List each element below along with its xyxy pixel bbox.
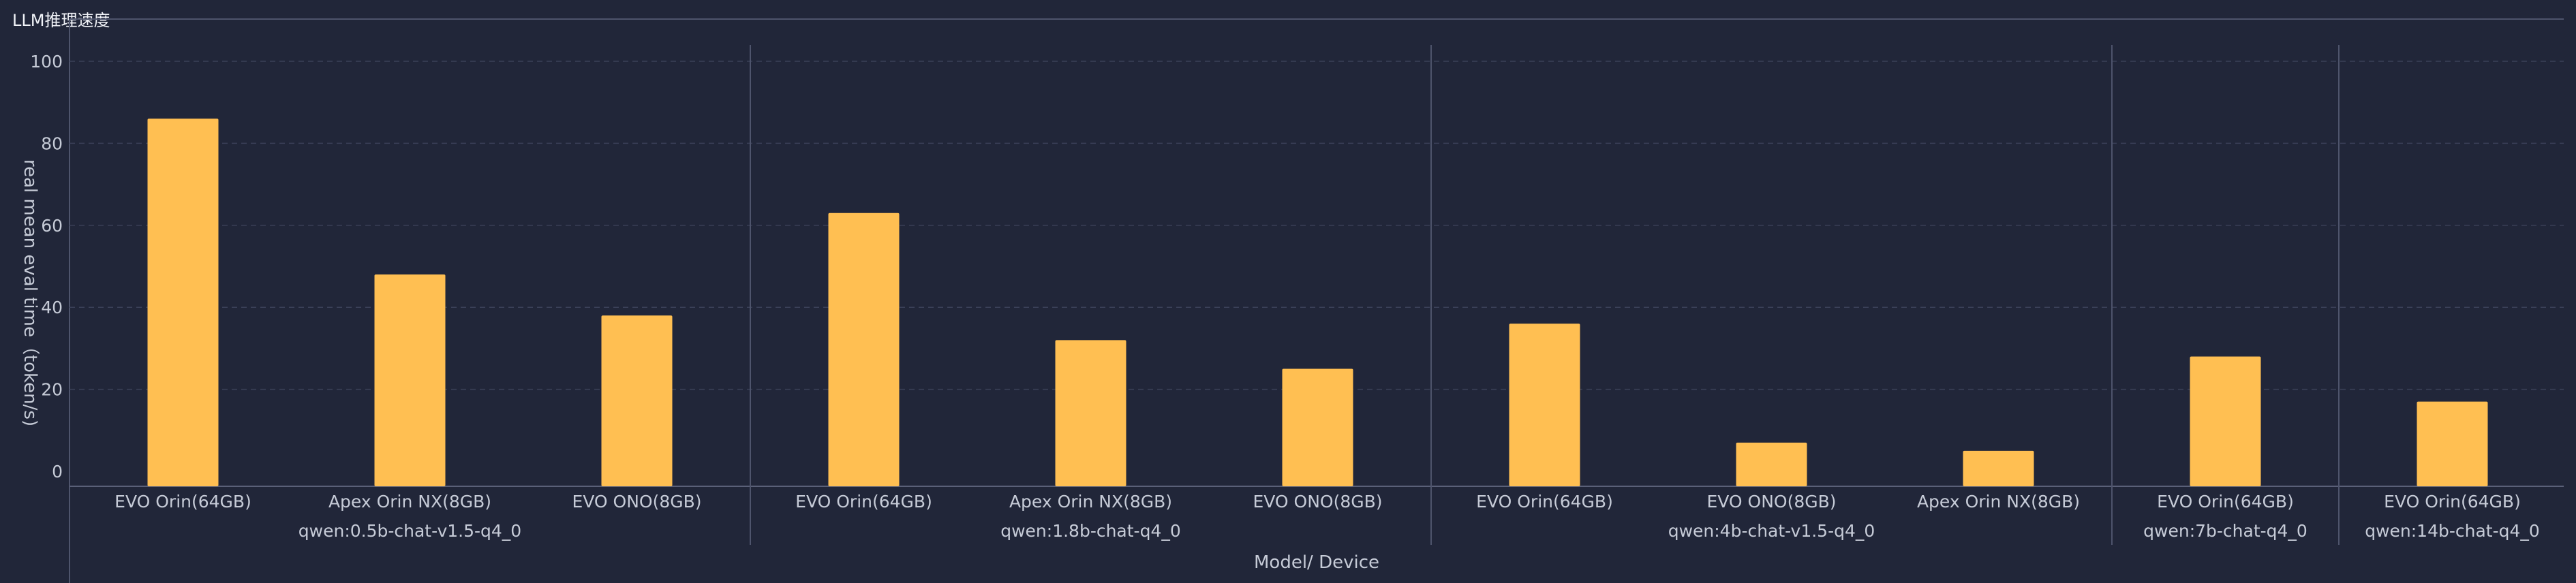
- bar: [1736, 442, 1807, 486]
- bar: [828, 212, 900, 486]
- y-tick-label: 100: [30, 52, 63, 72]
- bar: [147, 119, 219, 486]
- y-tick-label: 20: [41, 380, 63, 400]
- group-label: qwen:7b-chat-q4_0: [2143, 521, 2307, 541]
- x-tick-label: EVO ONO(8GB): [572, 492, 701, 511]
- x-tick-label: EVO ONO(8GB): [1253, 492, 1382, 511]
- bar: [601, 315, 673, 486]
- x-tick-label: EVO Orin(64GB): [114, 492, 251, 511]
- x-tick-label: EVO Orin(64GB): [2157, 492, 2294, 511]
- group-separators: [750, 45, 2340, 545]
- x-tick-label: EVO Orin(64GB): [2384, 492, 2521, 511]
- x-tick-label: EVO Orin(64GB): [795, 492, 932, 511]
- bar: [1282, 368, 1353, 486]
- bar: [2417, 401, 2488, 486]
- x-tick-label: Apex Orin NX(8GB): [1009, 492, 1172, 511]
- y-tick-label: 40: [41, 298, 63, 317]
- y-tick-label: 0: [52, 462, 63, 482]
- group-label: qwen:1.8b-chat-q4_0: [1000, 521, 1181, 541]
- panel-title: LLM推理速度: [12, 11, 110, 30]
- bar: [374, 274, 446, 486]
- bar: [1055, 340, 1126, 486]
- x-tick-label: Apex Orin NX(8GB): [1917, 492, 2080, 511]
- x-tick-label: EVO ONO(8GB): [1706, 492, 1836, 511]
- group-label: qwen:14b-chat-q4_0: [2365, 521, 2540, 541]
- group-label: qwen:0.5b-chat-v1.5-q4_0: [298, 521, 521, 541]
- bar: [1963, 450, 2034, 486]
- x-axis-labels: EVO Orin(64GB) Apex Orin NX(8GB) EVO ONO(8…: [114, 492, 2540, 541]
- y-tick-label: 60: [41, 216, 63, 236]
- bar: [1509, 324, 1580, 486]
- x-axis-title: Model/ Device: [1254, 552, 1379, 573]
- x-tick-label: EVO Orin(64GB): [1476, 492, 1613, 511]
- x-tick-label: Apex Orin NX(8GB): [328, 492, 491, 511]
- bars: [147, 119, 2488, 486]
- y-axis-title: real mean eval time（token/s): [20, 159, 40, 426]
- group-label: qwen:4b-chat-v1.5-q4_0: [1668, 521, 1875, 541]
- y-tick-label: 80: [41, 133, 63, 153]
- y-axis-ticks: 0 20 40 60 80 100: [30, 52, 63, 482]
- bar: [2190, 356, 2261, 486]
